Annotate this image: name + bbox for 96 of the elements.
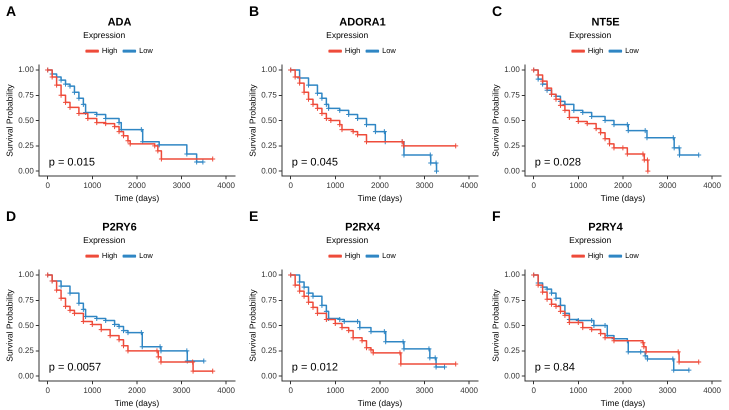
x-tick-label: 3000: [416, 386, 434, 396]
x-tick-label: 1000: [326, 386, 345, 396]
x-tick-label: 0: [288, 386, 294, 396]
y-tick-label: 1.00: [18, 65, 34, 74]
y-tick-label: 0.00: [18, 166, 34, 176]
x-tick-label: 1000: [83, 386, 102, 396]
legend-title: Expression: [83, 234, 126, 245]
chart-title: ADA: [108, 16, 132, 29]
x-tick-label: 2000: [128, 181, 146, 190]
x-axis-title: Time (days): [114, 398, 160, 408]
x-axis-title: Time (days): [358, 193, 402, 204]
x-tick-label: 4000: [217, 386, 236, 396]
y-tick-label: 0.25: [18, 141, 34, 150]
x-tick-label: 1000: [326, 181, 345, 190]
x-tick-label: 2000: [614, 386, 632, 396]
x-tick-label: 3000: [416, 181, 434, 190]
text: A: [6, 3, 16, 19]
y-axis-title: Survival Probability: [247, 288, 258, 362]
y-tick-label: 0.00: [504, 166, 520, 176]
annotation: p = 0.0057: [48, 362, 102, 374]
y-tick-label: 0.75: [18, 295, 34, 304]
chart-title: ADORA1: [339, 16, 386, 29]
legend-title: Expression: [326, 234, 368, 245]
x-tick-label: 0: [288, 181, 294, 190]
y-tick-label: 0.50: [261, 320, 278, 330]
x-axis-title: Time (days): [114, 193, 160, 204]
y-tick-label: 0.00: [261, 371, 278, 380]
x-tick-label: 1000: [569, 386, 588, 396]
y-tick-label: 0.75: [504, 295, 520, 304]
text: D: [6, 208, 16, 224]
y-tick-label: 0.50: [261, 116, 278, 125]
x-axis-title: Time (days): [600, 193, 646, 204]
y-tick-label: 1.00: [18, 270, 34, 280]
y-axis-title: Survival Probability: [4, 288, 14, 362]
x-axis-title: Time (days): [358, 398, 402, 408]
x-tick-label: 0: [531, 386, 536, 396]
legend-title: Expression: [83, 30, 126, 40]
annotation: p = 0.045: [292, 156, 338, 169]
x-tick-label: 4000: [460, 181, 479, 190]
x-axis-title: Time (days): [600, 398, 646, 408]
x-tick-label: 3000: [172, 181, 191, 190]
chart-title: P2RX4: [345, 222, 381, 234]
y-axis-title: Survival Probability: [490, 288, 500, 362]
x-tick-label: 2000: [370, 386, 390, 396]
y-tick-label: 0.50: [504, 320, 520, 330]
text: E: [249, 208, 258, 224]
x-tick-label: 2000: [370, 181, 390, 190]
x-tick-label: 0: [45, 386, 50, 396]
y-tick-label: 0.75: [504, 90, 520, 100]
x-tick-label: 2000: [128, 386, 146, 396]
y-tick-label: 1.00: [504, 270, 520, 280]
y-tick-label: 0.50: [504, 116, 520, 125]
x-tick-label: 4000: [703, 181, 722, 190]
annotation: p = 0.015: [48, 156, 95, 169]
chart-title: P2RY4: [588, 222, 624, 234]
y-tick-label: 0.75: [18, 90, 34, 100]
y-tick-label: 0.25: [504, 141, 520, 150]
y-tick-label: 0.75: [261, 90, 278, 100]
y-tick-label: 0.00: [18, 371, 34, 380]
legend-title: Expression: [326, 30, 368, 40]
y-tick-label: 1.00: [504, 65, 520, 74]
legend-title: Expression: [569, 30, 612, 40]
x-tick-label: 1000: [569, 181, 588, 190]
text: F: [492, 208, 501, 224]
x-tick-label: 3000: [658, 386, 677, 396]
y-tick-label: 0.50: [18, 116, 34, 125]
legend-title: Expression: [569, 234, 612, 245]
text: C: [492, 3, 502, 19]
y-tick-label: 0.50: [18, 320, 34, 330]
y-tick-label: 0.25: [18, 346, 34, 356]
x-tick-label: 3000: [658, 181, 677, 190]
y-tick-label: 0.75: [261, 295, 278, 304]
chart-title: NT5E: [591, 16, 620, 29]
chart-title: P2RY6: [102, 222, 137, 234]
y-tick-label: 0.25: [504, 346, 520, 356]
y-axis-title: Survival Probability: [247, 84, 258, 157]
annotation: p = 0.028: [534, 156, 581, 169]
x-tick-label: 3000: [172, 386, 191, 396]
x-tick-label: 4000: [217, 181, 236, 190]
annotation: p = 0.84: [534, 362, 575, 374]
x-tick-label: 0: [45, 181, 50, 190]
y-tick-label: 0.25: [261, 141, 278, 150]
y-axis-title: Survival Probability: [4, 84, 14, 157]
annotation: p = 0.012: [292, 362, 338, 374]
y-tick-label: 0.25: [261, 346, 278, 356]
y-axis-title: Survival Probability: [490, 84, 500, 157]
x-tick-label: 4000: [460, 386, 479, 396]
y-tick-label: 1.00: [261, 270, 278, 280]
y-tick-label: 1.00: [261, 65, 278, 74]
text: B: [249, 3, 260, 19]
x-tick-label: 4000: [703, 386, 722, 396]
x-tick-label: 0: [531, 181, 536, 190]
x-tick-label: 2000: [614, 181, 632, 190]
x-tick-label: 1000: [83, 181, 102, 190]
y-tick-label: 0.00: [261, 166, 278, 176]
y-tick-label: 0.00: [504, 371, 520, 380]
